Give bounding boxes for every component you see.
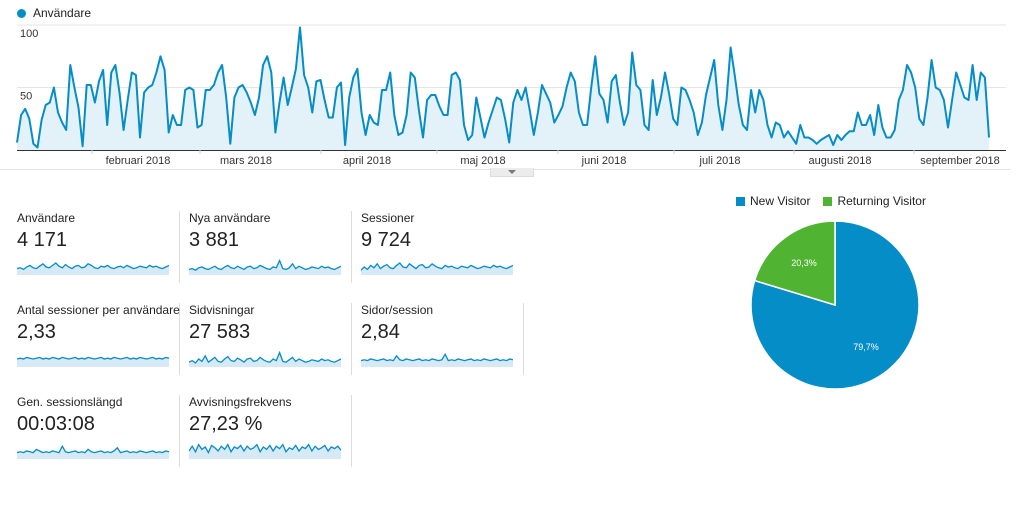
metric-label: Sidor/session	[361, 303, 434, 317]
main-line-chart: 100 50 februari 2018 mars 2018 april 2018 maj…	[0, 24, 1010, 170]
returning-visitor-swatch	[823, 196, 833, 206]
y-tick-label: 50	[20, 91, 32, 103]
metric-value: 3 881	[189, 229, 240, 251]
metric-tile[interactable]: Nya användare 3 881	[189, 211, 352, 283]
sparkline-fill	[17, 263, 169, 275]
new-visitor-swatch	[736, 196, 745, 206]
sparkline-line	[189, 351, 341, 364]
metric-tile[interactable]: Sessioner 9 724	[361, 211, 523, 283]
x-tick-label: mars 2018	[220, 155, 272, 167]
pie-slice-label: 20,3%	[791, 258, 817, 268]
metric-tile[interactable]: Sidvisningar 27 583	[189, 303, 352, 375]
metric-value: 27 583	[189, 321, 251, 343]
metric-label: Sidvisningar	[189, 303, 255, 317]
series-line-anvandare	[16, 26, 990, 149]
sparkline-line	[189, 259, 341, 271]
metric-value: 9 724	[361, 229, 412, 251]
x-tick-label: april 2018	[343, 155, 391, 167]
metric-value: 2,84	[361, 321, 400, 343]
x-tick-label: september 2018	[920, 155, 1000, 167]
x-tick-label: maj 2018	[460, 155, 505, 167]
metric-tile[interactable]: Sidor/session 2,84	[361, 303, 524, 375]
metric-label: Gen. sessionslängd	[17, 395, 123, 409]
sparkline-line	[361, 352, 513, 362]
pie-legend-label-new: New Visitor	[750, 194, 811, 208]
metric-value: 2,33	[17, 321, 56, 343]
pie-slice-1[interactable]	[753, 220, 836, 307]
pie-slice-label: 79,7%	[853, 342, 879, 352]
x-tick-label: juni 2018	[581, 155, 627, 167]
metric-value: 27,23 %	[189, 413, 263, 435]
sparkline-fill	[17, 357, 169, 367]
y-tick-label: 100	[20, 28, 38, 40]
metric-label: Användare	[17, 211, 76, 225]
series-color-dot	[17, 8, 26, 18]
metric-tile[interactable]: Avvisningsfrekvens 27,23 %	[189, 395, 352, 467]
x-tick-label: februari 2018	[106, 155, 171, 167]
x-tick-label: augusti 2018	[809, 155, 872, 167]
metric-label: Sessioner	[361, 211, 415, 225]
sparkline-fill	[189, 352, 341, 367]
pie-legend: New Visitor Returning Visitor	[736, 194, 939, 208]
sparkline-line	[189, 443, 341, 455]
metric-sparkline	[17, 356, 169, 367]
metric-sparkline	[189, 351, 341, 367]
visitor-pie-chart: 79,7% 20,3%	[750, 220, 920, 390]
metric-label: Nya användare	[189, 211, 271, 225]
metric-tile[interactable]: Gen. sessionslängd 00:03:08	[17, 395, 180, 467]
main-chart-legend[interactable]: Användare	[17, 6, 91, 20]
sparkline-fill	[189, 444, 341, 459]
sparkline-line	[17, 262, 169, 271]
sparkline-line	[17, 356, 169, 360]
metric-value: 00:03:08	[17, 413, 95, 435]
metric-sparkline	[17, 444, 169, 459]
metric-sparkline	[361, 262, 513, 275]
metric-sparkline	[189, 259, 341, 275]
metric-tile[interactable]: Användare 4 171	[17, 211, 180, 283]
metric-label: Antal sessioner per användare	[17, 303, 180, 317]
legend-series-label: Användare	[33, 6, 92, 20]
sparkline-line	[361, 262, 513, 271]
metric-sparkline	[17, 262, 169, 275]
collapse-chart-handle[interactable]	[490, 168, 534, 177]
metric-sparkline	[189, 443, 341, 459]
series-area-fill	[17, 27, 989, 150]
metric-value: 4 171	[17, 229, 68, 251]
pie-legend-item-returning[interactable]: Returning Visitor	[823, 194, 926, 208]
pie-legend-label-returning: Returning Visitor	[837, 194, 926, 208]
x-tick-label: juli 2018	[699, 155, 741, 167]
metric-label: Avvisningsfrekvens	[189, 395, 292, 409]
sparkline-fill	[361, 263, 513, 275]
metric-sparkline	[361, 352, 513, 367]
metric-tile[interactable]: Antal sessioner per användare 2,33	[17, 303, 180, 375]
pie-legend-item-new[interactable]: New Visitor	[736, 194, 810, 208]
sparkline-line	[17, 444, 169, 454]
